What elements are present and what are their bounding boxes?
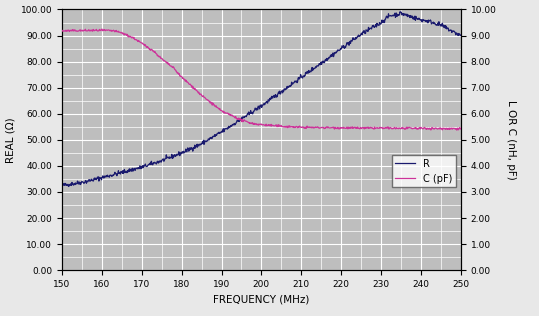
Y-axis label: L OR C (nH, pF): L OR C (nH, pF) <box>506 100 516 180</box>
X-axis label: FREQUENCY (MHz): FREQUENCY (MHz) <box>213 295 309 304</box>
R <box>458 33 464 37</box>
C (pF) <box>83 29 89 33</box>
C (pF) <box>454 128 460 132</box>
Line: R: R <box>62 12 461 186</box>
R <box>291 81 298 85</box>
R <box>403 14 410 17</box>
Line: C (pF): C (pF) <box>62 29 461 130</box>
C (pF) <box>99 27 105 31</box>
R <box>65 185 72 188</box>
Legend: R, C (pF): R, C (pF) <box>392 155 456 187</box>
R <box>397 10 403 14</box>
R <box>59 183 65 187</box>
R <box>362 31 368 35</box>
C (pF) <box>59 28 65 32</box>
R <box>84 179 90 183</box>
C (pF) <box>403 126 409 130</box>
R <box>301 74 308 77</box>
C (pF) <box>313 126 320 130</box>
Y-axis label: REAL (Ω): REAL (Ω) <box>5 117 15 163</box>
C (pF) <box>291 126 298 130</box>
C (pF) <box>301 126 308 130</box>
C (pF) <box>362 125 368 129</box>
C (pF) <box>458 127 464 131</box>
R <box>313 64 320 68</box>
